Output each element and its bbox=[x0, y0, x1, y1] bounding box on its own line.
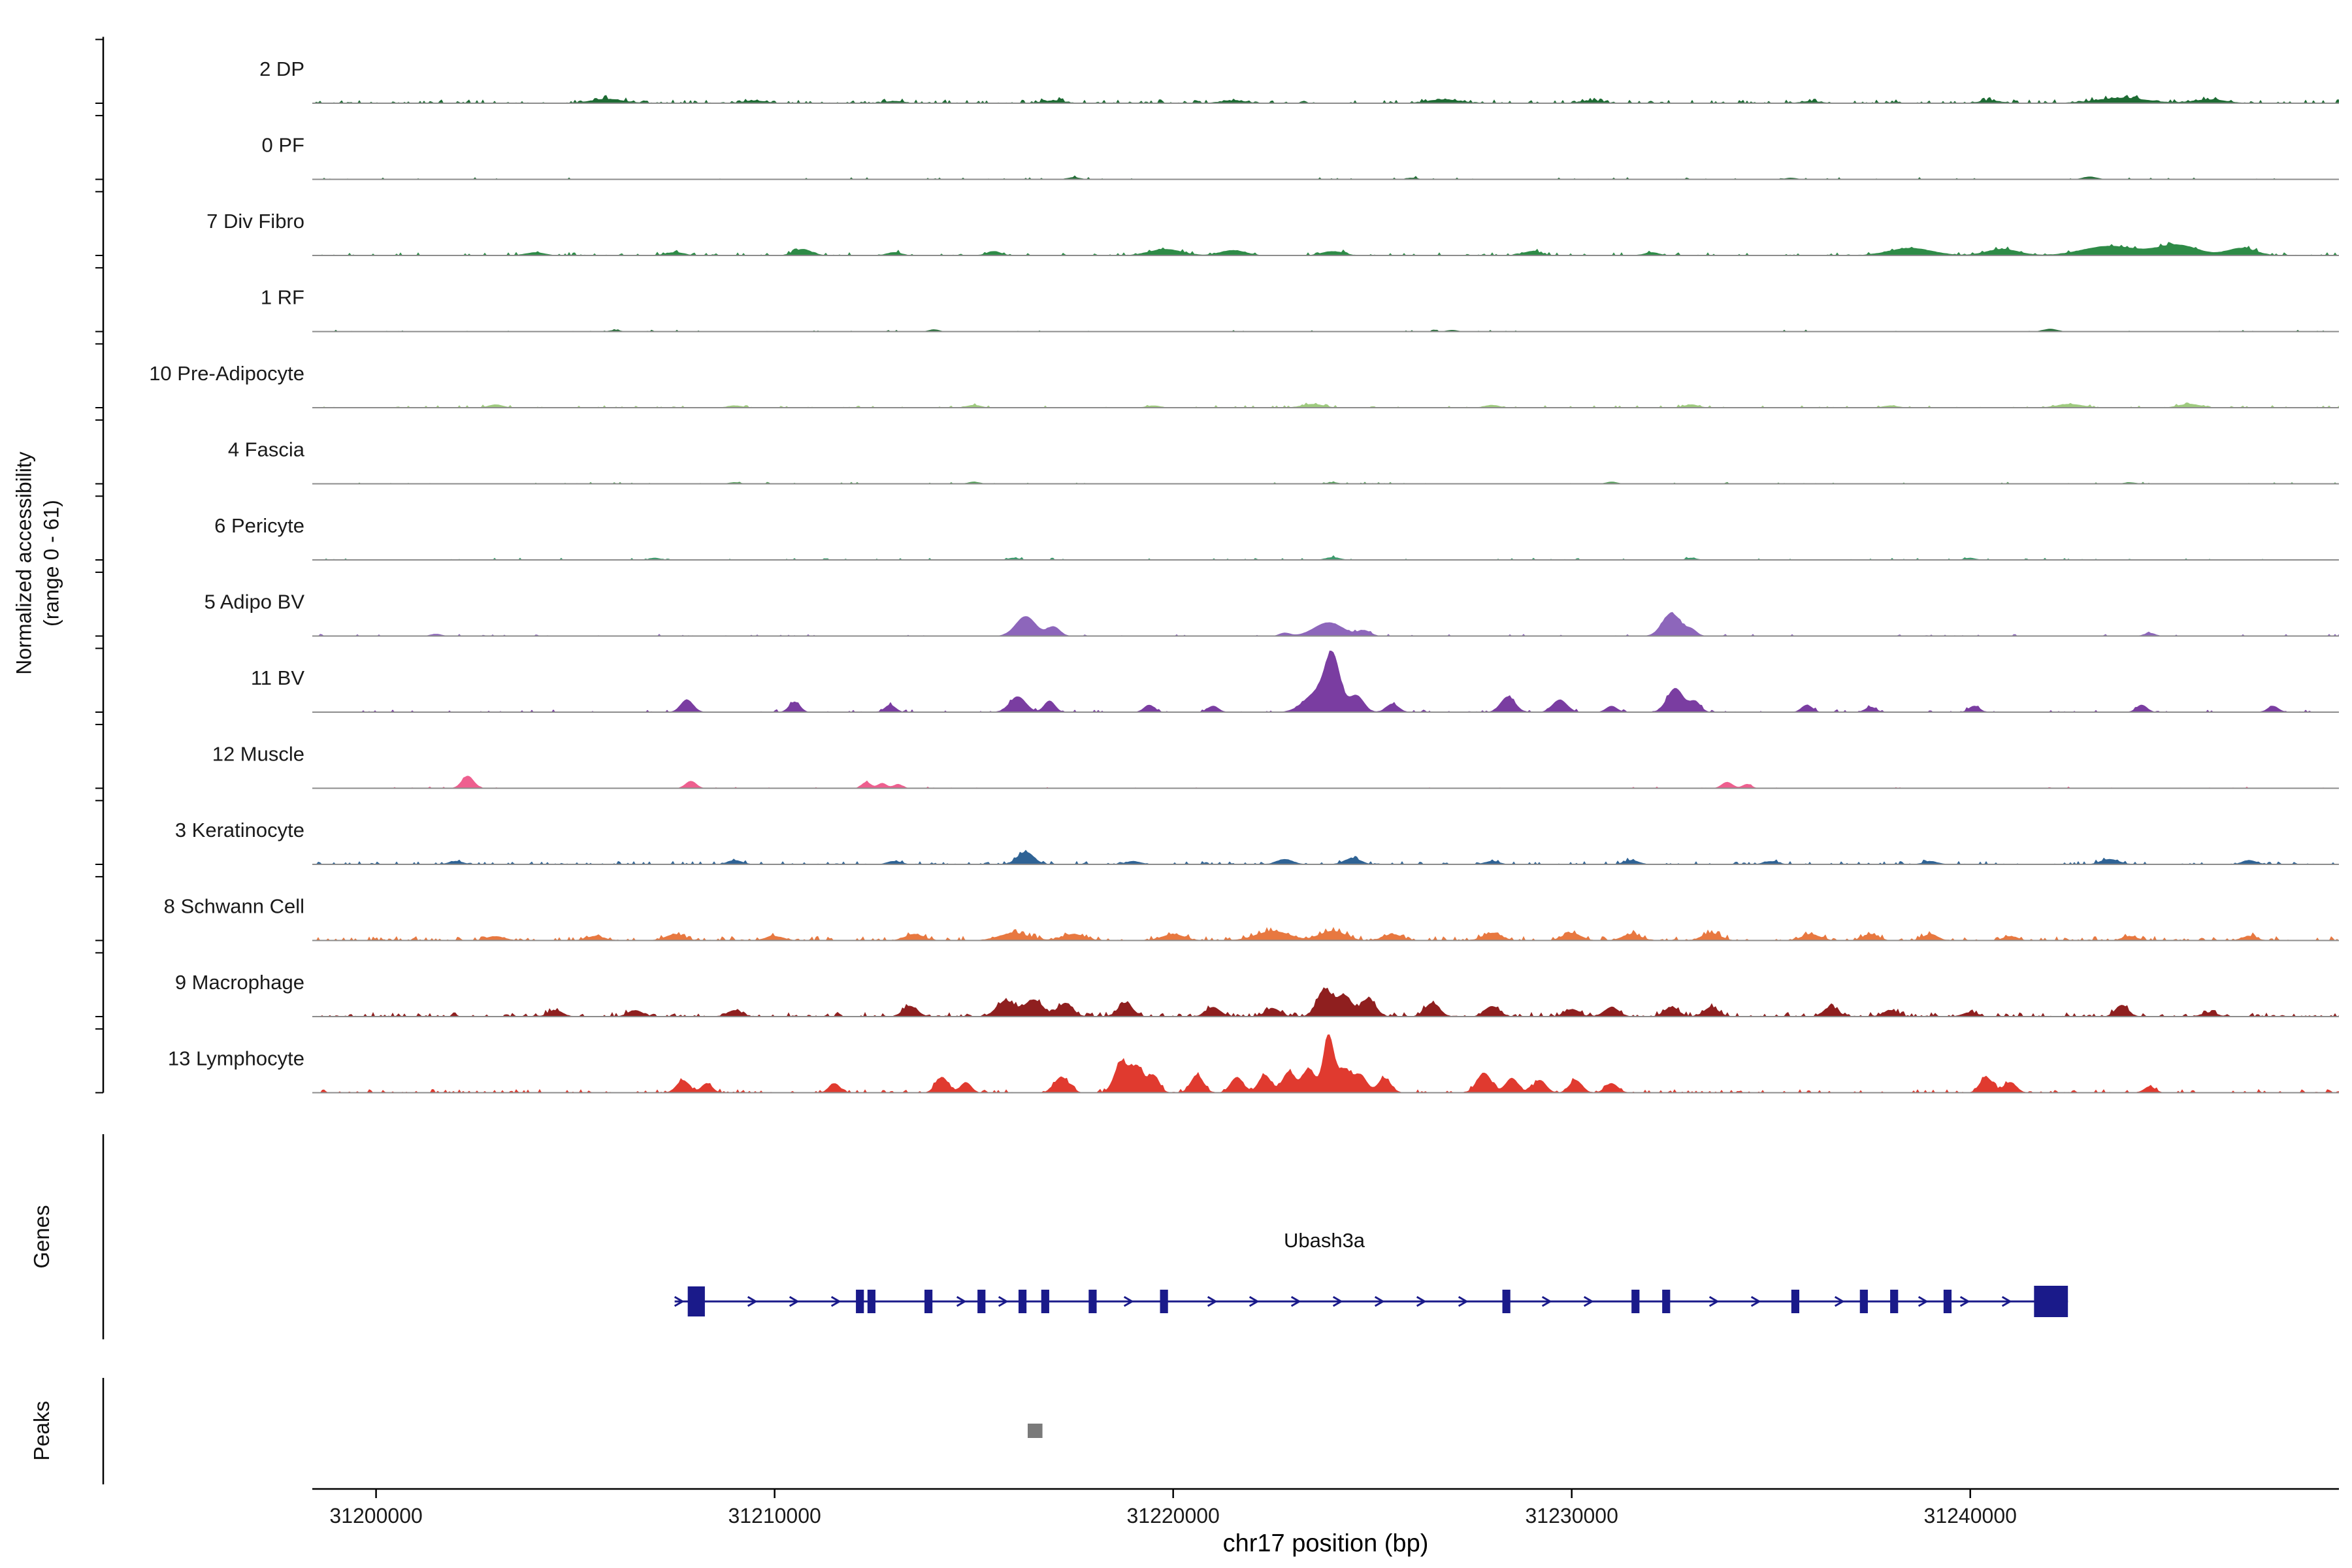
gene-exon bbox=[1662, 1290, 1671, 1313]
signal-6-pericyte bbox=[312, 555, 2339, 560]
strand-arrow bbox=[1458, 1296, 1469, 1307]
strand-arrow bbox=[1959, 1296, 1970, 1307]
gene-exon bbox=[2034, 1286, 2068, 1317]
signal-8-schwann-cell bbox=[312, 926, 2339, 941]
strand-arrow bbox=[1583, 1296, 1594, 1307]
strand-arrow bbox=[674, 1296, 685, 1307]
x-tick-label: 31200000 bbox=[329, 1504, 422, 1527]
strand-arrow bbox=[998, 1296, 1009, 1307]
strand-arrow bbox=[1290, 1296, 1301, 1307]
gene-exon bbox=[1018, 1290, 1027, 1313]
y-axis-title: Normalized accessibility (range 0 - 61) bbox=[10, 451, 65, 674]
gene-exon bbox=[1631, 1290, 1640, 1313]
strand-arrow bbox=[1750, 1296, 1761, 1307]
track-label-7-div-fibro: 7 Div Fibro bbox=[206, 210, 304, 233]
signal-5-adipo-bv bbox=[312, 612, 2339, 636]
gene-exon bbox=[1041, 1290, 1049, 1313]
peaks-section-label: Peaks bbox=[29, 1401, 54, 1461]
strand-arrow bbox=[956, 1296, 967, 1307]
signal-10-pre-adipocyte bbox=[312, 402, 2339, 408]
track-label-0-pf: 0 PF bbox=[262, 134, 304, 157]
gene-exon bbox=[1943, 1290, 1952, 1313]
gene-exon bbox=[687, 1286, 705, 1316]
genes-section-label: Genes bbox=[29, 1205, 54, 1269]
track-label-5-adipo-bv: 5 Adipo BV bbox=[204, 591, 305, 613]
signal-3-keratinocyte bbox=[312, 849, 2339, 864]
gene-name-label: Ubash3a bbox=[1283, 1229, 1365, 1252]
x-tick-label: 31210000 bbox=[728, 1504, 821, 1527]
signal-13-lymphocyte bbox=[312, 1034, 2339, 1093]
strand-arrow bbox=[747, 1296, 758, 1307]
gene-exon bbox=[1160, 1290, 1168, 1313]
track-label-4-fascia: 4 Fascia bbox=[228, 438, 305, 461]
y-axis-title-line2: (range 0 - 61) bbox=[39, 500, 63, 627]
track-label-1-rf: 1 RF bbox=[261, 286, 304, 309]
gene-exon bbox=[1859, 1290, 1868, 1313]
strand-arrow bbox=[1332, 1296, 1343, 1307]
gene-exon bbox=[977, 1290, 986, 1313]
y-axis-title-line1: Normalized accessibility bbox=[12, 451, 36, 675]
strand-arrow bbox=[1834, 1296, 1845, 1307]
strand-arrow bbox=[1207, 1296, 1218, 1307]
signal-11-bv bbox=[312, 650, 2339, 712]
signal-12-muscle bbox=[312, 776, 2339, 789]
track-label-3-keratinocyte: 3 Keratinocyte bbox=[175, 819, 304, 841]
x-tick-label: 31220000 bbox=[1126, 1504, 1219, 1527]
strand-arrow bbox=[1541, 1296, 1552, 1307]
strand-arrow bbox=[1416, 1296, 1427, 1307]
strand-arrow bbox=[1249, 1296, 1260, 1307]
track-label-13-lymphocyte: 13 Lymphocyte bbox=[168, 1047, 304, 1070]
gene-exon bbox=[856, 1290, 864, 1313]
x-tick-label: 31230000 bbox=[1526, 1504, 1618, 1527]
signal-9-macrophage bbox=[312, 987, 2339, 1017]
gene-exon bbox=[867, 1290, 875, 1313]
strand-arrow bbox=[830, 1296, 841, 1307]
gene-exon bbox=[1791, 1290, 1800, 1313]
strand-arrow bbox=[1374, 1296, 1385, 1307]
track-label-8-schwann-cell: 8 Schwann Cell bbox=[164, 895, 304, 918]
strand-arrow bbox=[1123, 1296, 1134, 1307]
peak-interval bbox=[1028, 1424, 1043, 1438]
gene-exon bbox=[1890, 1290, 1899, 1313]
x-tick-label: 31240000 bbox=[1924, 1504, 2017, 1527]
track-label-2-dp: 2 DP bbox=[259, 57, 304, 80]
track-label-6-pericyte: 6 Pericyte bbox=[214, 514, 304, 537]
gene-exon bbox=[1088, 1290, 1097, 1313]
gene-exon bbox=[1502, 1290, 1511, 1313]
strand-arrow bbox=[1918, 1296, 1929, 1307]
track-label-12-muscle: 12 Muscle bbox=[212, 743, 304, 766]
strand-arrow bbox=[789, 1296, 800, 1307]
strand-arrow bbox=[1708, 1296, 1720, 1307]
gene-exon bbox=[924, 1290, 933, 1313]
track-label-10-pre-adipocyte: 10 Pre-Adipocyte bbox=[149, 362, 304, 385]
strand-arrow bbox=[2001, 1296, 2012, 1307]
x-axis-title: chr17 position (bp) bbox=[1222, 1529, 1429, 1558]
track-label-9-macrophage: 9 Macrophage bbox=[175, 971, 304, 994]
track-label-11-bv: 11 BV bbox=[251, 666, 304, 689]
signal-2-dp bbox=[312, 95, 2339, 103]
signal-7-div-fibro bbox=[312, 242, 2339, 255]
